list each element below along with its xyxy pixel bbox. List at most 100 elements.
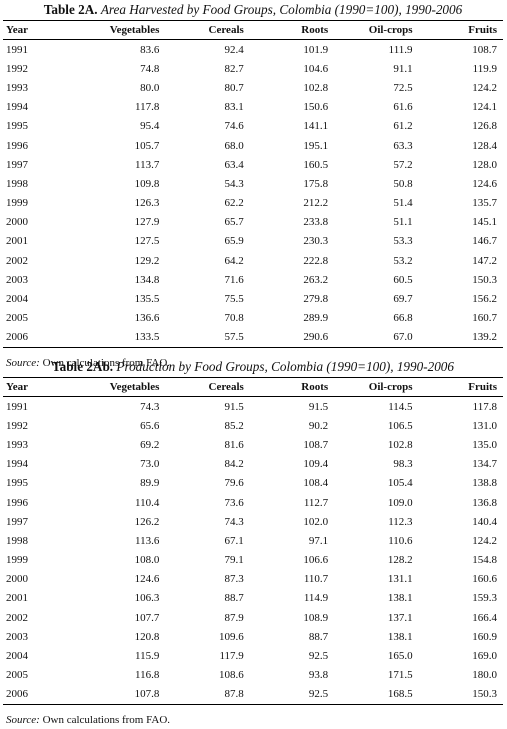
value-cell: 101.9 — [303, 43, 329, 56]
value-cell: 61.2 — [393, 120, 413, 133]
value-cell: 70.8 — [224, 312, 244, 325]
value-cell: 222.8 — [303, 254, 329, 267]
value-cell: 71.6 — [224, 273, 244, 286]
source-label: Source: — [6, 357, 40, 369]
value-cell: 113.7 — [135, 158, 160, 171]
table-row: 1991 83.6 92.4 101.9 111.9 108.7 — [3, 40, 503, 60]
value-cell: 117.8 — [135, 101, 160, 114]
table-row: 2006 133.5 57.5 290.6 67.0 139.2 — [3, 327, 503, 348]
table-2ab: Year Vegetables Cereals Roots Oil-crops Fruit… — [3, 377, 503, 705]
year-cell: 1991 — [6, 400, 28, 413]
document-page: Table 2A. Area Harvested by Food Groups,… — [3, 0, 503, 726]
value-cell: 136.6 — [134, 312, 160, 325]
table-2a-label: Table 2A. — [43, 2, 98, 17]
value-cell: 92.4 — [224, 43, 244, 56]
year-cell: 1993 — [6, 438, 28, 451]
value-cell: 165.0 — [387, 650, 413, 663]
value-cell: 128.0 — [472, 158, 497, 171]
value-cell: 93.8 — [308, 669, 329, 682]
column-header: Cereals — [165, 20, 250, 40]
year-cell: 2002 — [6, 254, 28, 267]
value-cell: 87.9 — [224, 611, 244, 624]
value-cell: 97.1 — [308, 534, 329, 547]
column-header: Year — [3, 377, 81, 397]
source-text: Own calculations from FAO. — [39, 714, 171, 726]
value-cell: 65.6 — [140, 419, 160, 432]
table-2ab-title: Table 2Ab. Production by Food Groups, Co… — [3, 357, 503, 377]
value-cell: 107.8 — [81, 684, 166, 705]
table-2ab-subtitle: Production by Food Groups, Colombia (199… — [116, 359, 454, 374]
year-cell: 1995 — [6, 120, 28, 133]
value-cell: 109.0 — [387, 496, 413, 509]
year-cell: 1992 — [6, 419, 28, 432]
table-2a-block: Table 2A. Area Harvested by Food Groups,… — [3, 0, 503, 372]
table-row: 1999 126.3 62.2 212.2 51.4 135.7 — [3, 194, 503, 213]
value-cell: 120.8 — [134, 630, 160, 643]
year-cell: 2003 — [6, 630, 28, 643]
value-cell: 233.8 — [303, 216, 329, 229]
value-cell: 53.2 — [393, 254, 413, 267]
value-cell: 141.1 — [303, 120, 329, 133]
table-row: 2004 115.9 117.9 92.5 165.0 169.0 — [3, 646, 503, 665]
value-cell: 160.7 — [472, 312, 497, 325]
year-cell: 1992 — [6, 62, 28, 75]
value-cell: 136.8 — [472, 496, 497, 509]
value-cell: 289.9 — [303, 312, 329, 325]
table-2ab-header: Year Vegetables Cereals Roots Oil-crops Fruit… — [3, 377, 503, 397]
year-cell: 2000 — [6, 573, 28, 586]
value-cell: 171.5 — [387, 669, 413, 682]
column-header: Fruits — [418, 20, 503, 40]
value-cell: 102.8 — [303, 81, 329, 94]
value-cell: 73.0 — [140, 458, 160, 471]
value-cell: 74.8 — [140, 62, 160, 75]
table-row: 1993 80.0 80.7 102.8 72.5 124.2 — [3, 78, 503, 97]
value-cell: 139.2 — [418, 327, 503, 348]
year-cell: 1999 — [6, 554, 28, 567]
table-row: 2002 129.2 64.2 222.8 53.2 147.2 — [3, 251, 503, 270]
source-text: Own calculations from FAO. — [39, 357, 171, 369]
year-cell: 2004 — [6, 650, 28, 663]
value-cell: 66.8 — [393, 312, 413, 325]
table-row: 1995 89.9 79.6 108.4 105.4 138.8 — [3, 474, 503, 493]
value-cell: 62.2 — [224, 197, 244, 210]
value-cell: 138.8 — [472, 477, 497, 490]
value-cell: 138.1 — [387, 630, 413, 643]
value-cell: 169.0 — [472, 650, 497, 663]
value-cell: 108.7 — [472, 43, 497, 56]
value-cell: 104.6 — [303, 62, 329, 75]
value-cell: 91.5 — [308, 400, 329, 413]
value-cell: 98.3 — [393, 458, 413, 471]
value-cell: 147.2 — [472, 254, 497, 267]
year-cell: 1999 — [6, 197, 28, 210]
year-cell: 2002 — [6, 611, 28, 624]
table-row: 1993 69.2 81.6 108.7 102.8 135.0 — [3, 435, 503, 454]
value-cell: 145.1 — [472, 216, 497, 229]
year-cell: 1997 — [6, 158, 28, 171]
column-header: Vegetables — [81, 377, 166, 397]
value-cell: 129.2 — [134, 254, 160, 267]
value-cell: 63.4 — [224, 158, 244, 171]
value-cell: 61.6 — [393, 101, 413, 114]
value-cell: 64.2 — [224, 254, 244, 267]
value-cell: 109.8 — [134, 177, 160, 190]
table-2a-title: Table 2A. Area Harvested by Food Groups,… — [3, 0, 503, 20]
table-2a: Year Vegetables Cereals Roots Oil-crops Fruit… — [3, 20, 503, 348]
year-cell: 1996 — [6, 496, 28, 509]
table-row: 2000 127.9 65.7 233.8 51.1 145.1 — [3, 213, 503, 232]
year-cell: 1996 — [6, 139, 28, 152]
value-cell: 106.6 — [303, 554, 329, 567]
year-cell: 2001 — [6, 235, 28, 248]
table-row: 1998 113.6 67.1 97.1 110.6 124.2 — [3, 531, 503, 550]
source-label: Source: — [6, 714, 40, 726]
table-row: 1992 65.6 85.2 90.2 106.5 131.0 — [3, 416, 503, 435]
column-header: Cereals — [165, 377, 250, 397]
table-row: 1995 95.4 74.6 141.1 61.2 126.8 — [3, 117, 503, 136]
table-row: 2000 124.6 87.3 110.7 131.1 160.6 — [3, 570, 503, 589]
table-row: 2005 116.8 108.6 93.8 171.5 180.0 — [3, 666, 503, 685]
table-2a-body: 1991 83.6 92.4 101.9 111.9 108.7 1992 74.8 82.7 1… — [3, 40, 503, 348]
table-row: 2004 135.5 75.5 279.8 69.7 156.2 — [3, 289, 503, 308]
value-cell: 128.2 — [387, 554, 413, 567]
value-cell: 133.5 — [81, 327, 166, 348]
year-cell: 1994 — [6, 458, 28, 471]
value-cell: 73.6 — [224, 496, 244, 509]
